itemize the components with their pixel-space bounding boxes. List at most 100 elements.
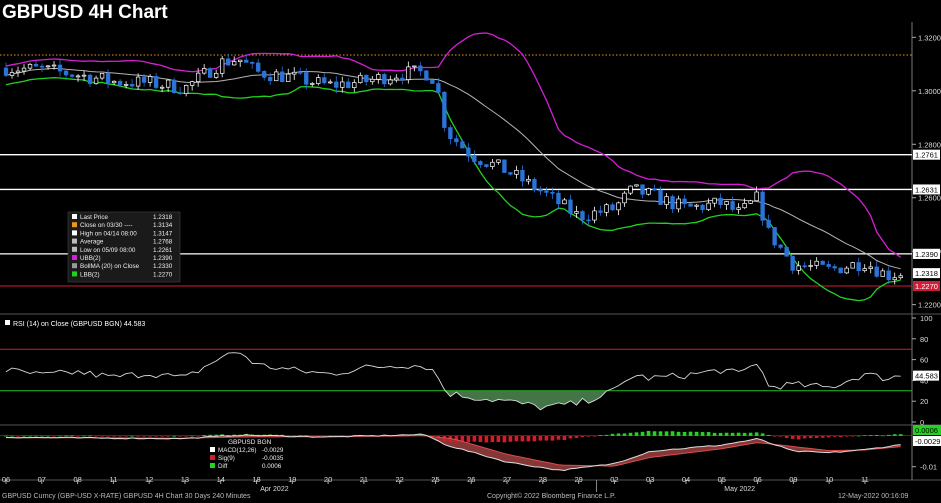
legend-value: 1.2318 [153, 214, 173, 221]
macd-histogram-bar [16, 435, 20, 437]
macd-histogram-bar [292, 435, 297, 437]
macd-histogram-bar [124, 435, 128, 437]
x-tick-label: 29 [574, 475, 582, 484]
page-title: GBPUSD 4H Chart [2, 2, 168, 23]
candle-body [81, 74, 87, 77]
macd-histogram-bar [484, 435, 489, 443]
macd-histogram-bar [616, 433, 621, 436]
x-tick-label: 20 [324, 475, 332, 484]
macd-histogram-bar [160, 435, 164, 437]
x-tick-label: 13 [181, 475, 189, 484]
macd-histogram-bar [208, 434, 212, 436]
macd-legend-value: -0.0035 [262, 455, 284, 462]
macd-histogram-bar [478, 435, 483, 443]
macd-histogram-bar [802, 435, 807, 439]
candle-body [832, 266, 837, 269]
macd-histogram-bar [52, 435, 56, 437]
macd-histogram-bar [700, 432, 705, 436]
candle-body [304, 72, 309, 85]
candle-body [652, 188, 657, 191]
candle-body [568, 199, 573, 214]
macd-histogram-bar [766, 434, 771, 436]
macd-histogram-bar [718, 432, 723, 436]
macd-histogram-bar [772, 435, 777, 437]
macd-histogram-bar [544, 435, 549, 441]
candle-body [706, 202, 711, 210]
rsi-panel: 100 80 60 40 20 0 RSI (14) on Close (GBPUSD BG… [0, 314, 939, 427]
macd-histogram-bar [112, 435, 116, 437]
candle-body [736, 207, 741, 210]
macd-histogram-bar [682, 431, 687, 436]
macd-histogram-bar [670, 431, 675, 436]
candle-body [754, 191, 759, 202]
macd-histogram-bar [586, 435, 591, 437]
x-tick-label: 02 [610, 475, 618, 484]
x-tick-label: 05 [718, 475, 726, 484]
candle-body [141, 76, 147, 83]
candle-body [586, 219, 591, 222]
candle-body [424, 70, 429, 81]
macd-histogram-bar [574, 435, 579, 438]
legend-swatch [72, 246, 77, 252]
candle-body [51, 64, 57, 67]
macd-legend-swatch [210, 447, 215, 452]
macd-histogram-bar [832, 435, 837, 437]
legend-value: 1.3147 [153, 230, 173, 237]
candle-body [514, 170, 519, 175]
candle-body [111, 80, 117, 84]
macd-histogram-bar [148, 435, 152, 437]
macd-tag-box [913, 436, 941, 446]
candle-body [232, 61, 237, 66]
macd-legend-swatch [210, 455, 215, 460]
macd-legend-title: GBPUSD BGN [228, 439, 272, 446]
candle-body [622, 192, 627, 204]
candle-body [177, 92, 183, 95]
x-tick-label: 07 [38, 475, 46, 484]
candle-body [238, 59, 243, 62]
macd-histogram-bar [142, 435, 146, 437]
candle-body [244, 59, 249, 63]
candle-body [748, 200, 753, 204]
macd-histogram-bar [4, 435, 8, 437]
macd-histogram-bar [328, 435, 333, 437]
price-legend-box [67, 211, 181, 283]
macd-histogram-bar [886, 434, 891, 436]
candle-body [490, 161, 495, 167]
macd-histogram-bar [550, 435, 555, 441]
macd-histogram-bar [838, 435, 843, 438]
candle-body [472, 155, 477, 162]
macd-histogram-bar [796, 435, 801, 440]
candle-body [316, 77, 321, 84]
x-tick-label: 10 [825, 475, 833, 484]
candle-body [676, 198, 681, 210]
candle-body [886, 270, 891, 281]
macd-histogram-bar [562, 435, 567, 440]
candle-body [3, 67, 9, 76]
candle-body [670, 196, 675, 210]
footer-copyright: Copyright© 2022 Bloomberg Finance L.P. [487, 493, 616, 500]
candle-body [538, 189, 543, 192]
candle-body [171, 79, 177, 94]
macd-histogram-bar [178, 435, 182, 437]
macd-histogram-bar [676, 431, 681, 436]
candle-body [790, 255, 795, 271]
candle-body [346, 81, 351, 88]
month-label-april: Apr 2022 [260, 486, 289, 492]
macd-histogram-bar [568, 435, 573, 439]
x-tick-label: 06 [753, 475, 761, 484]
rsi-tag-box [913, 370, 939, 381]
legend-label: High on 04/14 08:00 [80, 230, 137, 237]
candle-body [183, 84, 189, 94]
rsi-tick-label: 60 [920, 356, 928, 365]
macd-histogram-bar [754, 432, 759, 436]
candle-body [700, 204, 705, 210]
x-tick-label: 09 [789, 475, 797, 484]
legend-label: BollMA (20) on Close [80, 263, 140, 270]
legend-value: 1.2330 [153, 263, 173, 270]
candle-body [135, 76, 141, 87]
price-tag-box [913, 248, 940, 259]
x-tick-label: 26 [467, 475, 475, 484]
rsi-tick-label: 80 [920, 335, 928, 344]
macd-histogram-bar [172, 435, 176, 437]
